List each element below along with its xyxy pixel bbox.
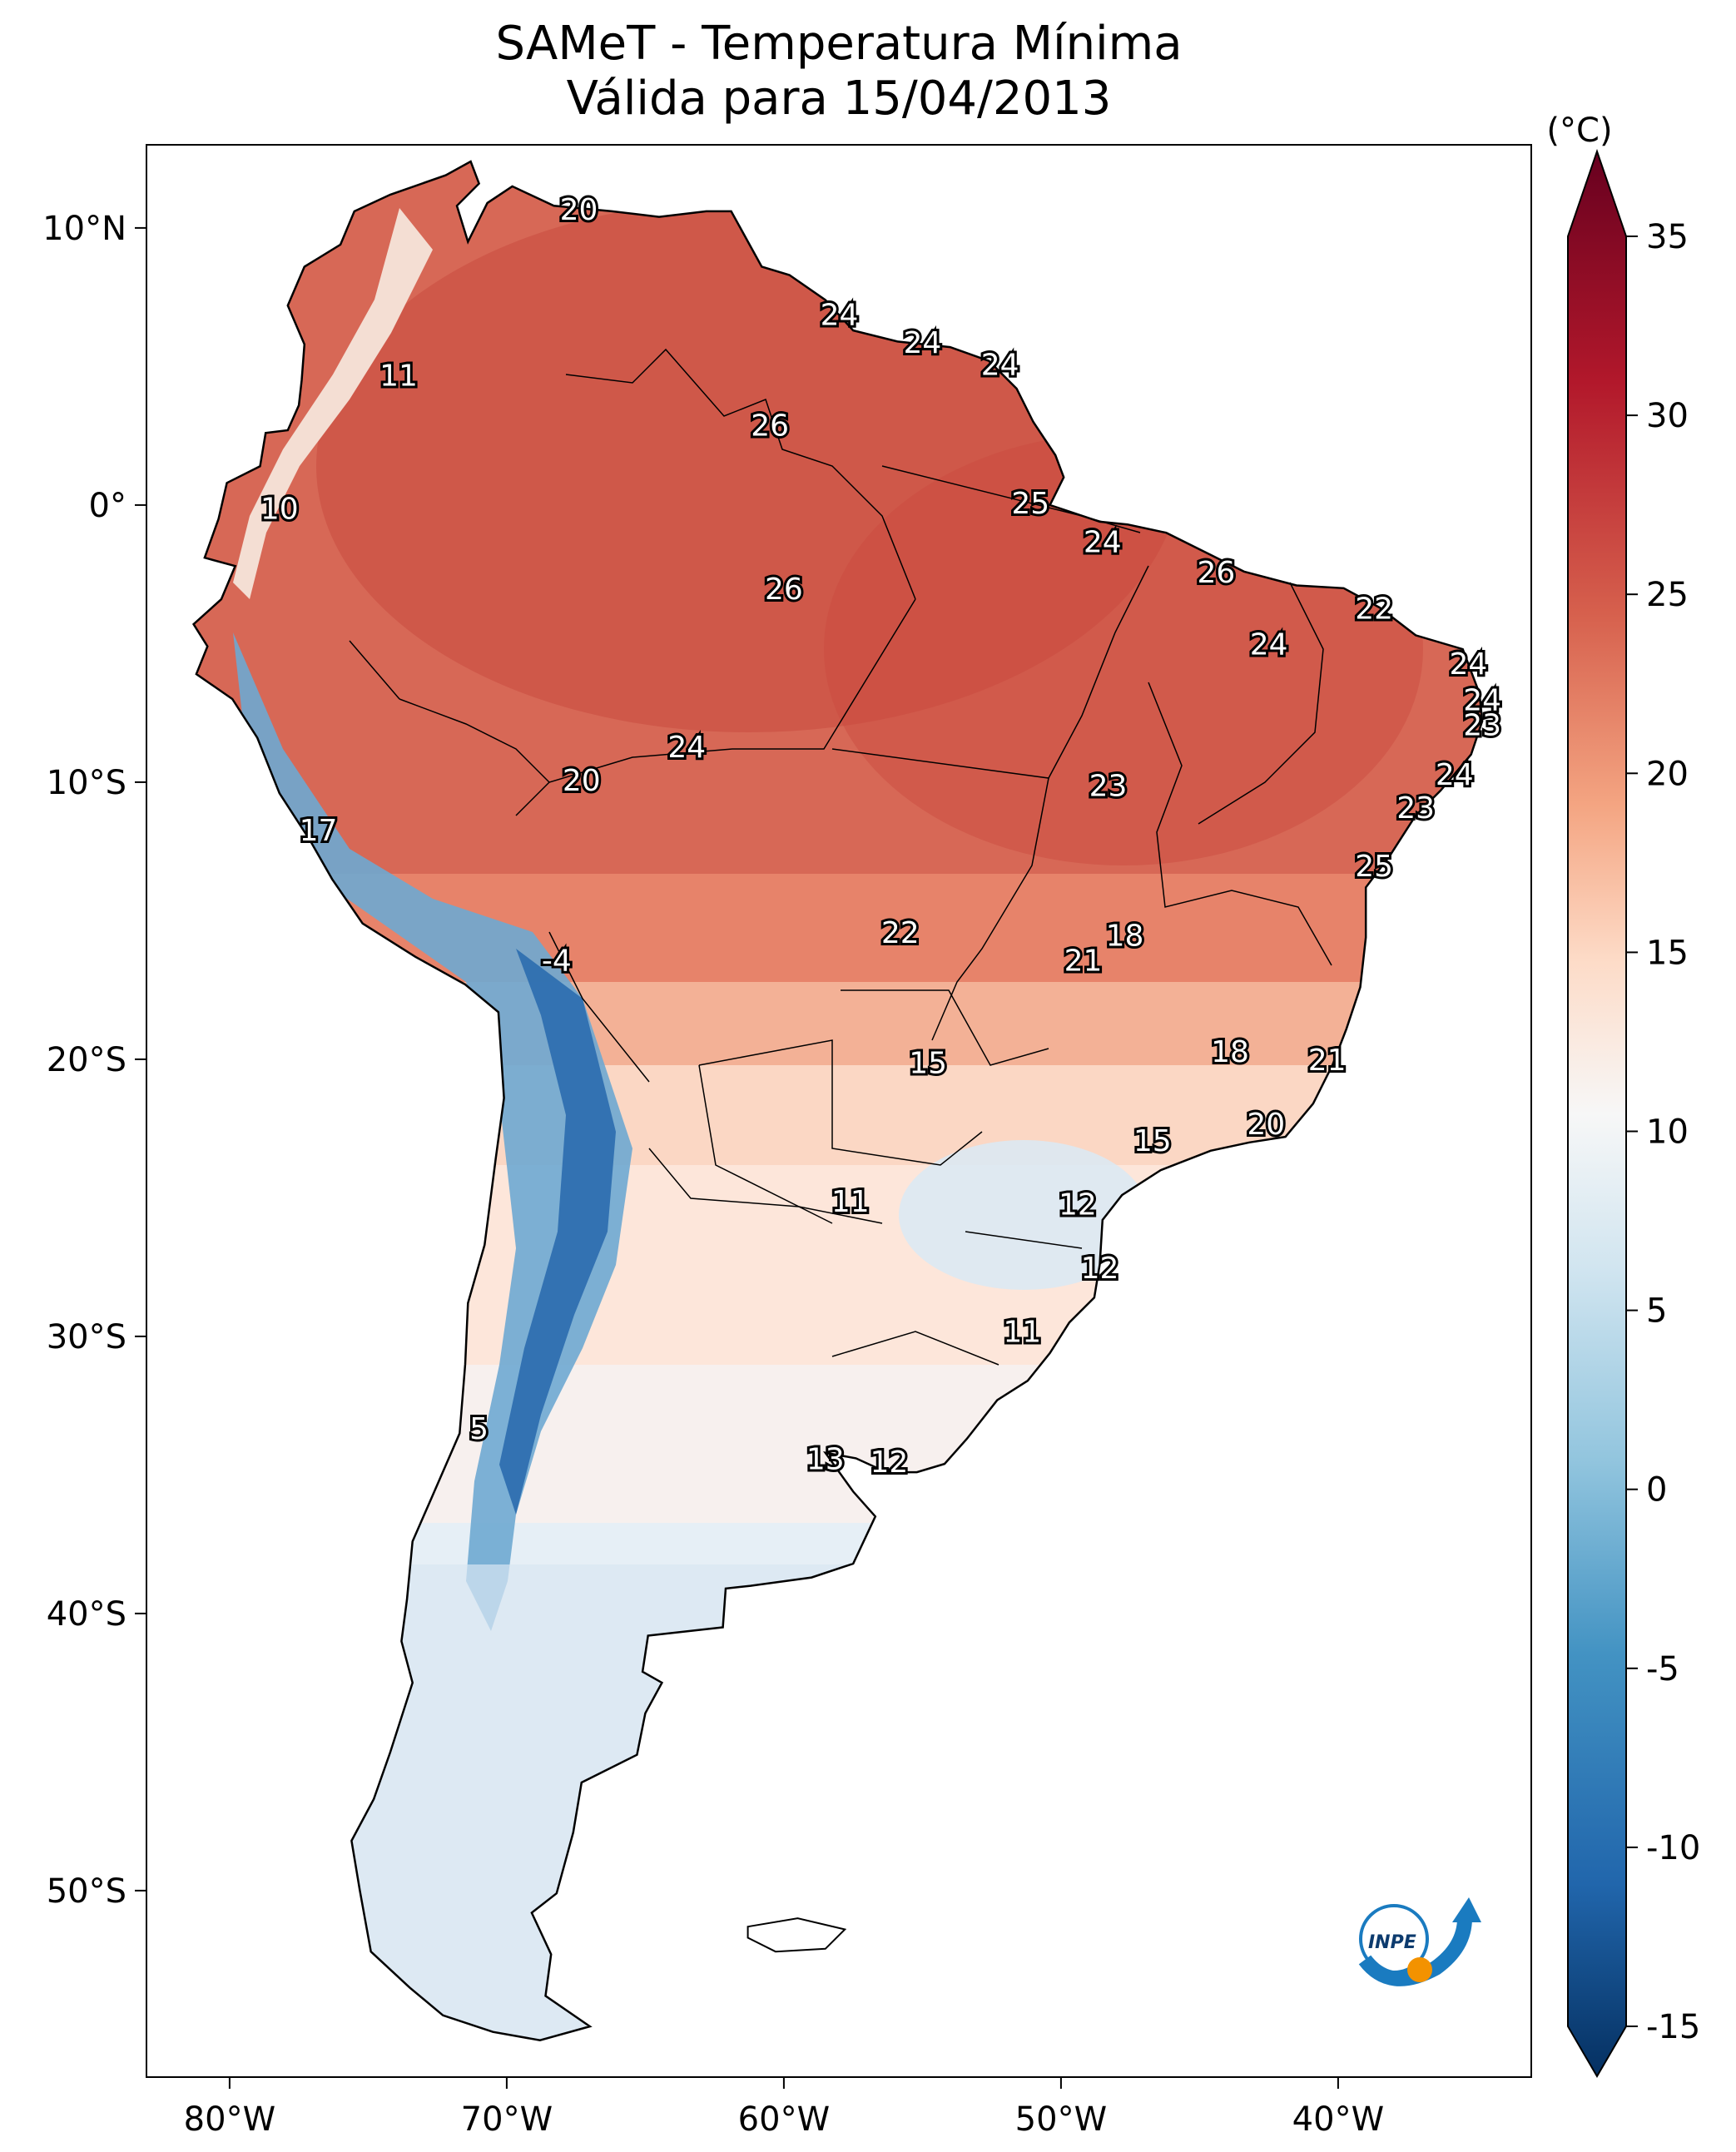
temperature-value-label: 20	[1247, 1108, 1285, 1142]
lat-tick-label: 40°S	[47, 1595, 126, 1634]
colorbar-tick-label: 15	[1646, 934, 1689, 972]
temperature-value-label: 11	[831, 1185, 870, 1219]
temperature-value-label: 20	[560, 193, 598, 227]
political-borders	[349, 348, 1332, 1366]
temperature-value-label: 26	[765, 573, 803, 607]
lat-tick-label: 0°	[89, 487, 126, 525]
longitude-ticks: 80°W 70°W 60°W 50°W 40°W	[184, 2077, 1384, 2139]
temperature-value-label: 18	[1211, 1035, 1249, 1069]
temperature-value-label: 13	[806, 1443, 845, 1477]
title-line-1: SAMeT - Temperatura Mínima	[495, 17, 1183, 71]
temperature-value-label: 10	[260, 493, 299, 527]
colorbar-tick-label: 5	[1646, 1292, 1667, 1331]
temperature-value-label: 23	[1396, 791, 1435, 826]
colorbar-ticks: 35 30 25 20 15 10 5 0 -5 -10 -15	[1626, 218, 1700, 2046]
temperature-value-label: 25	[1011, 487, 1049, 521]
temperature-value-label: 24	[1250, 628, 1288, 662]
temperature-value-label: 23	[1089, 770, 1128, 804]
temperature-value-label: 20	[563, 764, 601, 798]
temperature-value-label: 23	[1463, 708, 1501, 742]
temperature-value-label: 18	[1106, 919, 1144, 953]
lon-tick-label: 70°W	[461, 2100, 553, 2139]
temperature-value-label: 11	[1003, 1316, 1041, 1350]
temperature-value-label: 21	[1064, 944, 1103, 978]
colorbar-tick-label: 35	[1646, 218, 1689, 256]
temperature-value-label: 24	[1449, 647, 1487, 682]
lon-tick-label: 60°W	[738, 2100, 830, 2139]
temperature-value-label: 25	[1355, 850, 1393, 884]
temperature-value-label: 24	[1084, 526, 1122, 560]
colorbar-tick-label: 30	[1646, 397, 1689, 435]
colorbar-tick-label: -10	[1646, 1829, 1700, 1867]
lat-tick-label: 10°S	[47, 764, 126, 802]
inpe-logo: INPE	[1358, 1897, 1481, 1986]
latitude-ticks: 10°N 0° 10°S 20°S 30°S 40°S 50°S	[42, 210, 146, 1911]
colorbar-tick-label: 0	[1646, 1471, 1667, 1510]
temperature-value-label: 17	[300, 814, 338, 848]
colorbar-tick-label: 20	[1646, 755, 1689, 793]
temperature-value-label: 24	[981, 348, 1019, 382]
temperature-value-label: 24	[821, 299, 859, 333]
map-title: SAMeT - Temperatura Mínima Válida para 1…	[146, 17, 1531, 126]
temperature-value-label: 12	[1081, 1252, 1119, 1286]
colorbar-unit: (°C)	[1546, 112, 1612, 150]
temperature-value-label: 15	[909, 1047, 947, 1081]
colorbar: 35 30 25 20 15 10 5 0 -5 -10 -15 (°C)	[1546, 112, 1700, 2078]
lat-tick-label: 50°S	[47, 1872, 126, 1911]
coastline	[191, 160, 1484, 2041]
falkland-islands	[746, 1917, 847, 1953]
lat-tick-label: 10°N	[42, 210, 126, 248]
temperature-value-label: 24	[667, 731, 706, 765]
lon-tick-label: 80°W	[184, 2100, 275, 2139]
map-frame	[146, 144, 1532, 2078]
lon-tick-label: 40°W	[1292, 2100, 1384, 2139]
temperature-value-label: 24	[1463, 683, 1501, 717]
temperature-value-label: 15	[1133, 1124, 1172, 1158]
colorbar-body	[1567, 148, 1627, 2078]
temperature-value-label: 24	[903, 326, 941, 360]
colorbar-tick-label: -15	[1646, 2008, 1700, 2046]
temperature-value-label: 22	[881, 916, 920, 950]
temperature-value-label: 5	[469, 1412, 489, 1446]
temperature-value-label: -4	[542, 944, 572, 978]
temperature-value-label: 26	[1197, 556, 1235, 590]
lat-tick-label: 20°S	[47, 1041, 126, 1079]
lon-tick-label: 50°W	[1015, 2100, 1107, 2139]
colorbar-tick-label: 25	[1646, 576, 1689, 614]
temperature-value-label: 26	[751, 409, 789, 444]
temperature-value-label: 12	[870, 1445, 908, 1480]
temperature-labels: 20111017-4242424262625242622242424232423…	[258, 191, 1504, 1482]
lat-tick-label: 30°S	[47, 1318, 126, 1356]
temperature-value-label: 11	[379, 359, 418, 394]
logo-text: INPE	[1368, 1932, 1416, 1953]
temperature-value-label: 12	[1059, 1188, 1097, 1222]
colorbar-tick-label: -5	[1646, 1650, 1679, 1688]
colorbar-tick-label: 10	[1646, 1113, 1689, 1152]
temperature-value-label: 24	[1436, 758, 1474, 792]
temperature-value-label: 22	[1355, 592, 1393, 626]
temperature-value-label: 21	[1308, 1044, 1347, 1078]
title-line-2: Válida para 15/04/2013	[566, 72, 1112, 126]
